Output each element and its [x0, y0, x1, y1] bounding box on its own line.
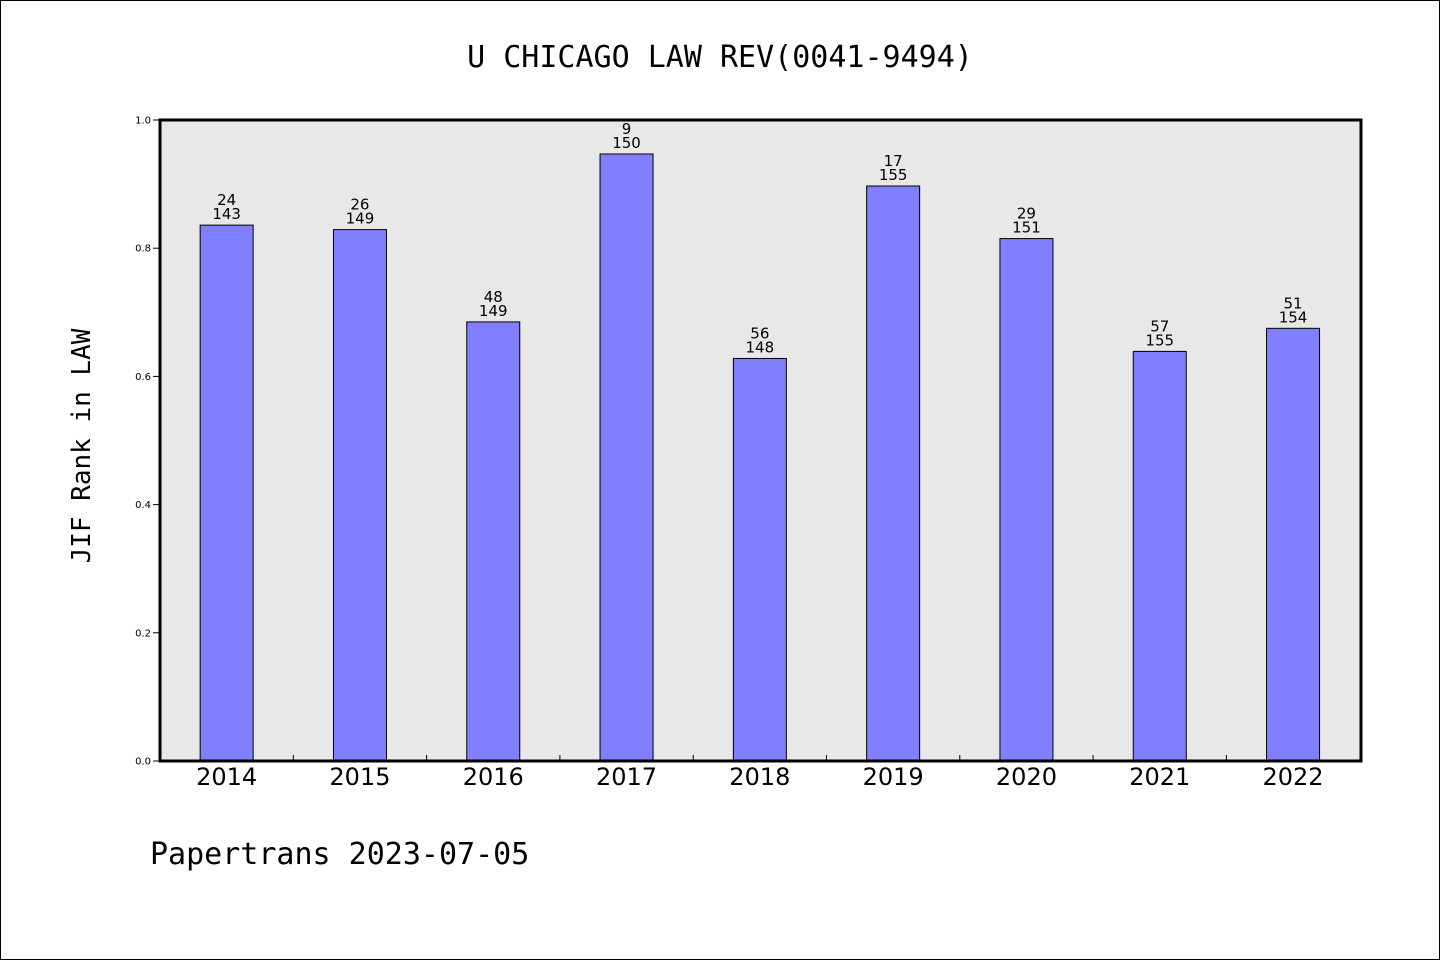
data-label-total: 148	[746, 338, 775, 356]
data-label-total: 149	[346, 210, 375, 228]
bar-2018	[732, 357, 787, 762]
data-label-total: 149	[479, 302, 508, 320]
plot-border	[158, 118, 1363, 763]
data-label-total: 143	[212, 205, 241, 223]
bar-2020	[999, 238, 1054, 762]
y-axis-label: JIF Rank in LAW	[67, 328, 97, 563]
y-tick-label: 0.6	[135, 372, 151, 383]
y-tick-label: 0.0	[135, 757, 151, 768]
bar-2014	[199, 224, 254, 762]
x-tick-label: 2015	[329, 763, 390, 791]
x-tick-label: 2016	[463, 763, 524, 791]
x-tick-label: 2017	[596, 763, 657, 791]
data-label-rank: 48	[484, 288, 503, 306]
data-label-total: 155	[1145, 331, 1174, 349]
footer-text: Papertrans 2023-07-05	[150, 837, 529, 872]
data-label-rank: 51	[1284, 294, 1303, 312]
data-label-total: 151	[1012, 219, 1041, 237]
x-tick-label: 2018	[729, 763, 790, 791]
y-tick-label: 0.2	[135, 628, 151, 639]
data-label-total: 150	[612, 134, 641, 152]
x-tick-label: 2019	[863, 763, 924, 791]
chart-title: U CHICAGO LAW REV(0041-9494)	[467, 40, 973, 75]
bar-series	[199, 153, 1321, 762]
y-tick-label: 0.8	[135, 244, 151, 255]
y-tick-label: 1.0	[135, 116, 151, 127]
x-tick-label: 2020	[996, 763, 1057, 791]
y-axis: 0.0 0.2 0.4 0.6 0.8 1.0	[135, 116, 160, 768]
x-tick-label: 2014	[196, 763, 257, 791]
data-label-rank: 24	[217, 191, 236, 209]
x-tick-label: 2022	[1263, 763, 1324, 791]
bar-2021	[1132, 350, 1187, 762]
data-label-rank: 56	[750, 324, 769, 342]
bar-2017	[599, 153, 654, 762]
data-label-total: 155	[879, 166, 908, 184]
bar-2015	[332, 229, 387, 762]
data-label-rank: 57	[1150, 317, 1169, 335]
data-label-total: 154	[1279, 308, 1308, 326]
data-label-rank: 17	[884, 152, 903, 170]
data-label-rank: 26	[350, 196, 369, 214]
data-label-rank: 29	[1017, 205, 1036, 223]
bar-2016	[466, 321, 521, 762]
bar-2019	[866, 185, 921, 762]
data-labels: 2414326149481499150561481715529151571555…	[212, 120, 1307, 356]
y-tick-label: 0.4	[135, 500, 151, 511]
bar-2022	[1266, 327, 1321, 762]
x-tick-label: 2021	[1129, 763, 1190, 791]
data-label-rank: 9	[622, 120, 632, 138]
x-axis: 2014 2015 2016 2017 2018 2019 2020 2021 2022	[196, 755, 1324, 791]
